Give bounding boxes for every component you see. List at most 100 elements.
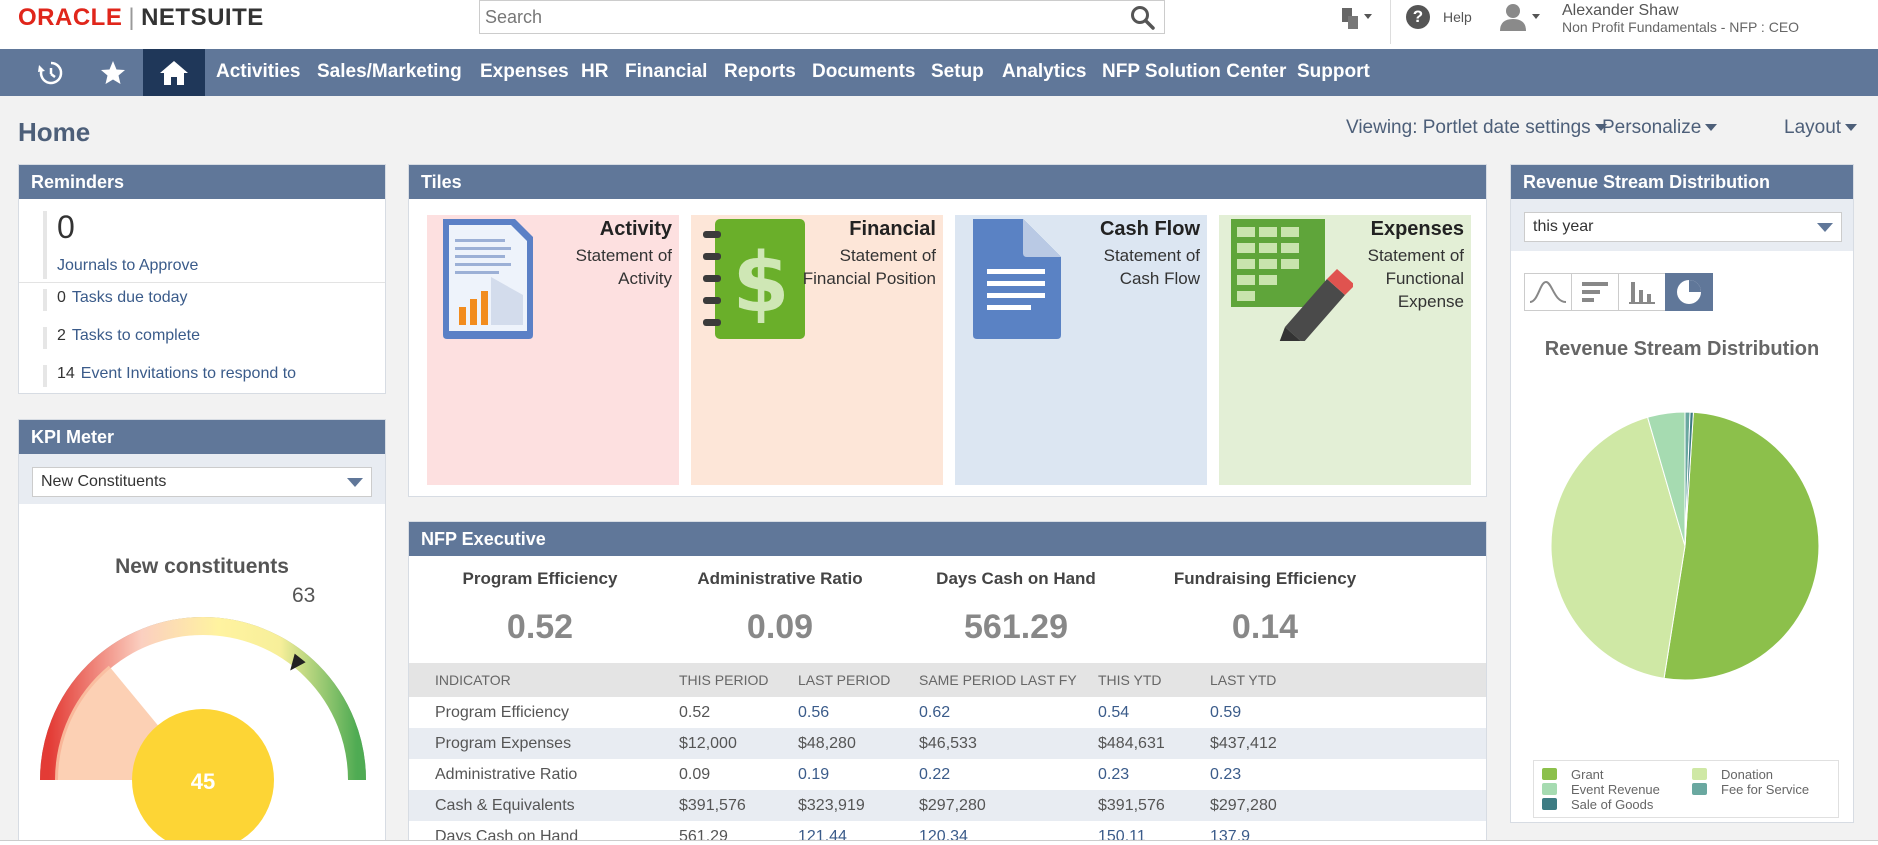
legend-swatch	[1542, 768, 1557, 780]
legend-item[interactable]: Event Revenue	[1542, 782, 1660, 797]
revenue-stream-title[interactable]: Revenue Stream Distribution	[1511, 165, 1853, 199]
reminders-title[interactable]: Reminders	[19, 165, 385, 199]
kpi-value: 45	[191, 769, 215, 794]
layout-menu[interactable]: Layout	[1784, 117, 1858, 139]
kpi-meter-portlet: KPI Meter New Constituents New constitue…	[18, 419, 386, 845]
pie-slice-grant[interactable]	[1663, 411, 1820, 681]
pie-slice-sale-of-goods[interactable]	[1684, 411, 1694, 547]
legend-swatch	[1542, 783, 1557, 795]
kpi-chart-title: New constituents	[115, 555, 289, 578]
nav-analytics[interactable]: Analytics	[1002, 61, 1087, 82]
reminder-label[interactable]: Tasks to complete	[71, 327, 200, 344]
dropdown-arrow-icon	[347, 478, 363, 487]
column-header[interactable]: LAST YTD	[1210, 663, 1486, 697]
tile-financial[interactable]: $ Financial Statement of Financial Posit…	[691, 215, 943, 485]
avatar[interactable]	[1497, 2, 1543, 32]
table-cell-link[interactable]: 0.23	[1210, 765, 1242, 783]
reminder-row[interactable]: 14 Event Invitations to respond to	[43, 365, 296, 387]
tiles-title[interactable]: Tiles	[409, 165, 1486, 199]
kpi-gauge: 45	[40, 617, 366, 845]
column-header[interactable]: THIS PERIOD	[679, 663, 798, 697]
tile-expenses[interactable]: Expenses Statement of Functional Expense	[1219, 215, 1471, 485]
column-header[interactable]: SAME PERIOD LAST FY	[919, 663, 1098, 697]
gauge-band	[40, 617, 366, 781]
tools-icon[interactable]	[1338, 6, 1374, 30]
help-icon[interactable]: ?	[1406, 5, 1430, 29]
nav-hr[interactable]: HR	[581, 61, 609, 82]
table-cell-link[interactable]: 0.54	[1098, 703, 1130, 721]
reminder-row[interactable]: 2 Tasks to complete	[43, 327, 200, 349]
recent-icon[interactable]	[20, 49, 82, 96]
column-header[interactable]: INDICATOR	[409, 663, 679, 697]
search-input[interactable]	[480, 1, 1100, 33]
nav-financial[interactable]: Financial	[625, 61, 708, 82]
divider	[19, 282, 385, 283]
user-role: Non Profit Fundamentals - NFP : CEO	[1562, 19, 1800, 35]
reminder-row[interactable]: 0 Tasks due today	[43, 289, 188, 311]
table-cell: $391,576	[679, 790, 798, 821]
logo-netsuite: NETSUITE	[141, 4, 264, 31]
area-chart-icon[interactable]	[1524, 273, 1572, 311]
viewing-settings[interactable]: Viewing: Portlet date settings	[1346, 117, 1607, 139]
table-cell-link[interactable]: 0.62	[919, 703, 951, 721]
legend-label: Grant	[1571, 767, 1604, 782]
search-icon[interactable]	[1130, 5, 1156, 31]
bar-chart-icon[interactable]	[1571, 273, 1619, 311]
tile-cash-flow[interactable]: Cash Flow Statement of Cash Flow	[955, 215, 1207, 485]
table-cell-link[interactable]: 0.19	[798, 765, 830, 783]
pie-chart-icon[interactable]	[1665, 273, 1713, 311]
table-cell: 561.29	[679, 827, 728, 845]
kpi-meter-title[interactable]: KPI Meter	[19, 420, 385, 454]
nav-documents[interactable]: Documents	[812, 61, 916, 82]
table-cell-link[interactable]: 0.22	[919, 765, 951, 783]
indicator-cell: Administrative Ratio	[435, 765, 578, 783]
table-cell-link[interactable]: 150.11	[1098, 827, 1146, 845]
column-header[interactable]: LAST PERIOD	[798, 663, 919, 697]
column-header[interactable]: THIS YTD	[1098, 663, 1210, 697]
legend-label: Event Revenue	[1571, 782, 1660, 797]
nav-support[interactable]: Support	[1297, 61, 1370, 82]
column-chart-icon[interactable]	[1618, 273, 1666, 311]
home-icon[interactable]	[143, 49, 205, 96]
star-icon[interactable]	[82, 49, 144, 96]
reminders-portlet: Reminders 0 Journals to Approve 0 Tasks d…	[18, 164, 386, 394]
layout-label: Layout	[1784, 117, 1842, 138]
kpi-value: 0.52	[506, 608, 574, 646]
user-name[interactable]: Alexander Shaw	[1562, 2, 1679, 19]
personalize-menu[interactable]: Personalize	[1602, 117, 1718, 139]
help-link[interactable]: Help	[1443, 9, 1472, 25]
table-cell-link[interactable]: 0.59	[1210, 703, 1242, 721]
table-cell-link[interactable]: 121.44	[798, 827, 847, 845]
nav-expenses[interactable]: Expenses	[480, 61, 569, 82]
logo-oracle: ORACLE	[18, 4, 123, 31]
tiles-portlet: Tiles Activity Statement of Activity $ F…	[408, 164, 1487, 497]
nfp-executive-title[interactable]: NFP Executive	[409, 522, 1486, 556]
kpi-heading: Days Cash on Hand	[936, 569, 1096, 588]
table-cell-link[interactable]: 137.9	[1210, 827, 1251, 845]
reminder-journals-link[interactable]: Journals to Approve	[57, 257, 199, 274]
header-divider	[1390, 0, 1391, 44]
legend-item[interactable]: Donation	[1692, 767, 1773, 782]
table-cell-link[interactable]: 0.23	[1098, 765, 1130, 783]
table-cell-link[interactable]: 0.56	[798, 703, 830, 721]
kpi-select[interactable]: New Constituents	[32, 467, 372, 497]
reminder-label[interactable]: Tasks due today	[71, 289, 188, 306]
netsuite-logo[interactable]: ORACLE | NETSUITE	[18, 4, 264, 32]
gauge-target-marker	[290, 653, 306, 671]
table-cell-link[interactable]: 120.34	[919, 827, 968, 845]
nav-nfp-solution-center[interactable]: NFP Solution Center	[1102, 61, 1287, 82]
nav-activities[interactable]: Activities	[216, 61, 301, 82]
nav-setup[interactable]: Setup	[931, 61, 984, 82]
legend-item[interactable]: Grant	[1542, 767, 1604, 782]
period-selected-value: this year	[1533, 218, 1594, 235]
legend-item[interactable]: Fee for Service	[1692, 782, 1809, 797]
tile-activity[interactable]: Activity Statement of Activity	[427, 215, 679, 485]
pie-slice-donation[interactable]	[1550, 416, 1686, 679]
reminder-label[interactable]: Event Invitations to respond to	[80, 365, 297, 382]
period-select[interactable]: this year	[1524, 212, 1842, 242]
nav-reports[interactable]: Reports	[724, 61, 796, 82]
table-row: Days Cash on Hand 561.29 121.44 120.34 1…	[409, 821, 1486, 845]
nav-sales-marketing[interactable]: Sales/Marketing	[317, 61, 462, 82]
legend-item[interactable]: Sale of Goods	[1542, 797, 1653, 812]
table-cell: $437,412	[1210, 728, 1486, 759]
